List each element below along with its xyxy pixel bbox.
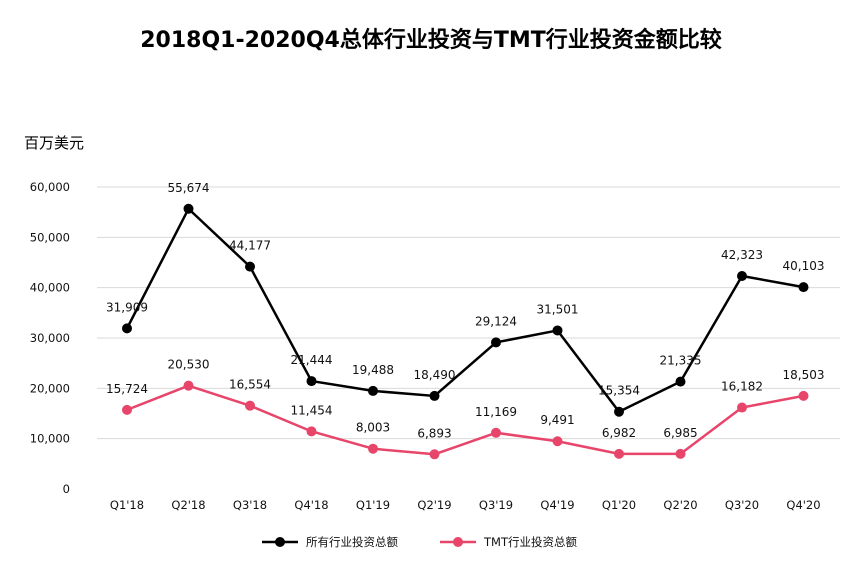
data-label: 16,182	[721, 380, 763, 394]
data-point	[245, 261, 255, 272]
data-point	[306, 376, 317, 387]
data-label: 20,530	[168, 358, 210, 372]
data-label: 55,674	[168, 181, 210, 195]
y-tick-label: 30,000	[30, 331, 70, 345]
data-labels: 31,909 55,674 44,177 21,444 19,488 18,490 29,1…	[106, 181, 825, 441]
series-line-2	[126, 384, 804, 456]
x-axis-ticks: Q1'18 Q2'18 Q3'18 Q4'18 Q1'19 Q2'19 Q3'19 Q4'19…	[110, 498, 821, 512]
data-label: 44,177	[229, 239, 271, 253]
data-point	[245, 400, 255, 411]
data-label: 31,909	[106, 300, 148, 314]
x-tick-label: Q4'19	[540, 498, 574, 512]
data-label: 29,124	[475, 314, 517, 328]
data-point	[675, 448, 686, 459]
data-point	[614, 448, 624, 459]
legend-marker	[453, 537, 463, 547]
data-label: 42,323	[721, 248, 763, 262]
y-tick-label: 40,000	[30, 281, 70, 295]
data-label: 6,985	[663, 426, 697, 440]
x-tick-label: Q2'18	[171, 498, 205, 512]
data-point	[798, 390, 809, 401]
legend: 所有行业投资总额 TMT行业投资总额	[262, 535, 577, 549]
data-point	[183, 203, 194, 214]
data-label: 8,003	[356, 421, 390, 435]
x-tick-label: Q1'19	[356, 498, 390, 512]
x-tick-label: Q3'20	[725, 498, 759, 512]
data-point	[491, 427, 501, 438]
data-point	[614, 406, 624, 417]
data-label: 15,724	[106, 382, 148, 396]
y-axis-unit-label: 百万美元	[24, 134, 85, 152]
data-label: 11,169	[475, 405, 517, 419]
x-tick-label: Q3'19	[479, 498, 513, 512]
data-point	[675, 376, 686, 387]
data-point	[429, 390, 440, 401]
data-label: 11,454	[291, 403, 333, 417]
x-tick-label: Q2'19	[417, 498, 451, 512]
y-tick-label: 20,000	[30, 381, 70, 395]
data-label: 16,554	[229, 378, 271, 392]
data-point	[798, 282, 809, 293]
data-label: 15,354	[598, 384, 640, 398]
data-label: 18,503	[783, 368, 825, 382]
x-tick-label: Q4'20	[786, 498, 820, 512]
data-point	[183, 380, 194, 391]
y-tick-label: 10,000	[30, 432, 70, 446]
series-lines	[122, 203, 809, 460]
data-label: 21,444	[291, 353, 333, 367]
legend-marker	[275, 537, 285, 547]
chart-title: 2018Q1-2020Q4总体行业投资与TMT行业投资金额比较	[140, 28, 722, 53]
data-label: 9,491	[540, 413, 574, 427]
data-label: 18,490	[414, 368, 456, 382]
y-tick-label: 0	[63, 482, 70, 496]
data-label: 31,501	[537, 302, 579, 316]
x-tick-label: Q1'18	[110, 498, 144, 512]
data-point	[429, 449, 440, 460]
data-point	[491, 337, 501, 348]
x-tick-label: Q3'18	[233, 498, 267, 512]
data-point	[737, 270, 747, 281]
data-label: 6,893	[417, 426, 451, 440]
data-point	[368, 385, 378, 396]
data-point	[122, 323, 132, 334]
data-point	[737, 402, 747, 413]
data-point	[368, 443, 378, 454]
data-point	[552, 325, 563, 336]
legend-label: 所有行业投资总额	[306, 535, 398, 549]
data-label: 19,488	[352, 363, 394, 377]
data-point	[122, 404, 132, 415]
x-tick-label: Q1'20	[602, 498, 636, 512]
gridlines	[97, 186, 840, 440]
data-point	[552, 436, 563, 447]
x-tick-label: Q2'20	[663, 498, 697, 512]
y-axis-ticks: 0 10,000 20,000 30,000 40,000 50,000 60,000	[30, 180, 70, 496]
y-tick-label: 50,000	[30, 230, 70, 244]
data-label: 40,103	[783, 259, 825, 273]
series-line-1	[125, 207, 804, 413]
y-tick-label: 60,000	[30, 180, 70, 194]
data-point	[306, 426, 317, 437]
legend-label: TMT行业投资总额	[483, 535, 577, 549]
x-tick-label: Q4'18	[294, 498, 328, 512]
data-label: 6,982	[602, 426, 636, 440]
data-label: 21,335	[660, 354, 702, 368]
